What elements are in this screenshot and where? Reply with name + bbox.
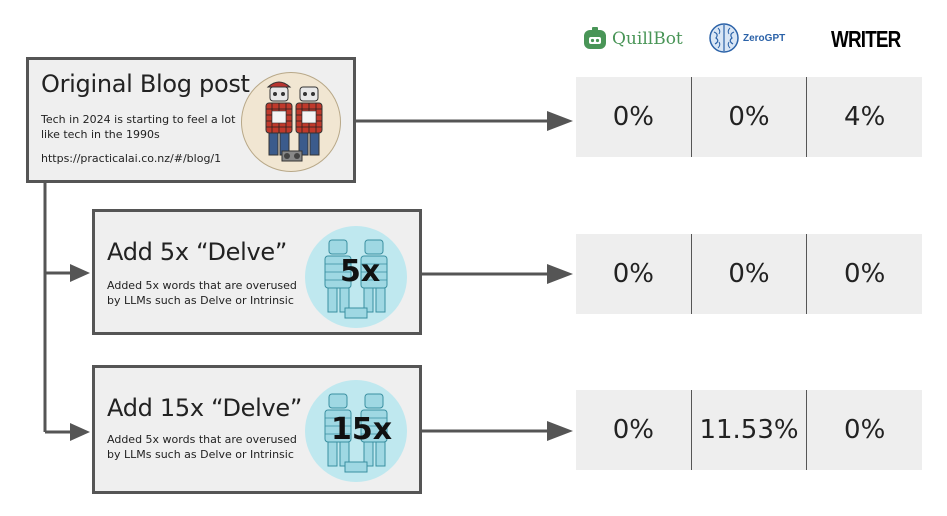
robots-illustration-tinted-icon: [305, 226, 407, 328]
score-15x-quillbot: 0%: [576, 390, 691, 470]
robots-illustration-icon: [241, 72, 341, 172]
score-15x-writer: 0%: [806, 390, 923, 470]
original-desc-line-1: Tech in 2024 is starting to feel a lot: [41, 113, 236, 126]
variant-15x-box: Add 15x “Delve” Added 5x words that are …: [92, 365, 422, 494]
scores-5x-row: 0% 0% 0%: [576, 234, 923, 314]
variant-5x-desc-line-1: Added 5x words that are overused: [107, 279, 297, 292]
writer-wordmark: WRITER: [831, 26, 901, 52]
score-original-zerogpt: 0%: [690, 77, 807, 157]
branch-arrowhead-15x: [70, 423, 90, 441]
zerogpt-logo: ZeroGPT: [708, 22, 785, 54]
score-5x-writer: 0%: [806, 234, 923, 314]
zerogpt-name: ZeroGPT: [743, 32, 786, 44]
score-5x-zerogpt: 0%: [690, 234, 807, 314]
variant-15x-badge: 15x: [331, 412, 393, 447]
result-arrowhead-original: [547, 111, 573, 131]
variant-5x-title: Add 5x “Delve”: [107, 238, 288, 266]
result-arrowhead-5x: [547, 264, 573, 284]
quillbot-logo: QuillBot: [582, 26, 683, 52]
score-15x-zerogpt: 11.53%: [690, 390, 807, 470]
original-description: Tech in 2024 is starting to feel a lot l…: [41, 112, 251, 142]
variant-15x-desc-line-2: by LLMs such as Delve or Intrinsic: [107, 448, 294, 461]
scores-original-row: 0% 0% 4%: [576, 77, 923, 157]
quillbot-logo-icon: [584, 27, 606, 49]
variant-15x-description: Added 5x words that are overused by LLMs…: [107, 432, 307, 462]
original-url: https://practicalai.co.nz/#/blog/1: [41, 152, 222, 165]
variant-5x-description: Added 5x words that are overused by LLMs…: [107, 278, 307, 308]
variant-5x-badge: 5x: [340, 254, 381, 289]
zerogpt-brain-icon: [709, 23, 739, 53]
result-arrowhead-15x: [547, 421, 573, 441]
score-5x-quillbot: 0%: [576, 234, 691, 314]
robots-illustration-tinted-icon: [305, 380, 407, 482]
scores-15x-row: 0% 11.53% 0%: [576, 390, 923, 470]
original-desc-line-2: like tech in the 1990s: [41, 128, 160, 141]
variant-15x-desc-line-1: Added 5x words that are overused: [107, 433, 297, 446]
variant-5x-desc-line-2: by LLMs such as Delve or Intrinsic: [107, 294, 294, 307]
quillbot-name: QuillBot: [612, 29, 683, 49]
original-post-box: Original Blog post Tech in 2024 is start…: [26, 57, 356, 183]
variant-15x-title: Add 15x “Delve”: [107, 394, 302, 422]
branch-arrowhead-5x: [70, 264, 90, 282]
writer-logo: WRITER: [831, 26, 916, 53]
score-original-writer: 4%: [806, 77, 923, 157]
original-title: Original Blog post: [41, 70, 250, 98]
variant-5x-box: Add 5x “Delve” Added 5x words that are o…: [92, 209, 422, 335]
score-original-quillbot: 0%: [576, 77, 691, 157]
